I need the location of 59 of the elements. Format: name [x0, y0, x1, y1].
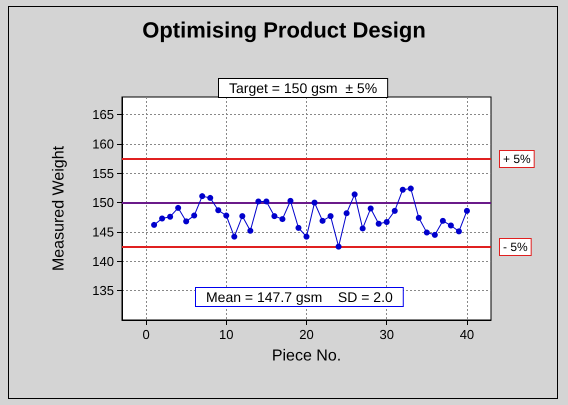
point — [416, 214, 422, 221]
text: - 5% — [503, 240, 528, 254]
point — [199, 193, 206, 200]
point — [151, 222, 158, 228]
point — [368, 206, 374, 212]
y-tick-label: 145 — [92, 224, 114, 240]
x-tick-label: 10 — [219, 327, 234, 342]
point — [287, 198, 294, 204]
point — [191, 212, 198, 219]
point — [464, 208, 470, 214]
text: Target = 150 gsm ± 5% — [229, 80, 378, 96]
y-tick-label: 155 — [92, 166, 114, 181]
point — [456, 228, 462, 234]
point — [344, 210, 350, 216]
x-tick-label: 20 — [299, 327, 314, 342]
x-tick-label: 0 — [142, 327, 150, 342]
point — [400, 186, 406, 193]
point — [183, 218, 190, 224]
point — [360, 225, 366, 232]
y-tick-label: 165 — [92, 107, 114, 122]
point — [159, 215, 166, 222]
y-tick-label: 150 — [92, 195, 114, 210]
point — [175, 204, 182, 211]
point — [336, 244, 342, 250]
point — [215, 207, 222, 214]
x-tick-label: 30 — [379, 327, 394, 342]
point — [239, 213, 246, 220]
point — [408, 186, 414, 192]
point — [320, 218, 326, 224]
point — [295, 224, 302, 231]
x-tick-label: 40 — [460, 327, 474, 342]
point — [207, 194, 214, 201]
point — [255, 198, 262, 204]
point — [328, 213, 334, 220]
point — [247, 228, 254, 234]
point — [432, 232, 438, 238]
point — [424, 230, 430, 236]
y-axis-title: Measured Weight — [50, 145, 68, 272]
point — [304, 234, 310, 240]
x-axis-title: Piece No. — [272, 348, 342, 364]
y-tick-label: 160 — [92, 136, 114, 152]
text: + 5% — [503, 152, 532, 166]
point — [231, 234, 238, 240]
point — [352, 191, 358, 198]
point — [448, 222, 454, 229]
point — [384, 219, 390, 225]
point — [279, 216, 286, 222]
point — [440, 218, 446, 224]
point — [223, 212, 230, 219]
point — [376, 220, 382, 227]
chart-title: Optimising Product Design — [142, 18, 426, 42]
annotation: Mean = 147.7 gsm SD = 2.0 — [206, 289, 393, 305]
y-tick-label: 135 — [92, 283, 114, 298]
point — [263, 198, 270, 204]
y-tick-label: 140 — [92, 254, 114, 269]
point — [167, 214, 174, 220]
point — [271, 213, 278, 220]
point — [392, 208, 398, 214]
point — [312, 200, 318, 206]
